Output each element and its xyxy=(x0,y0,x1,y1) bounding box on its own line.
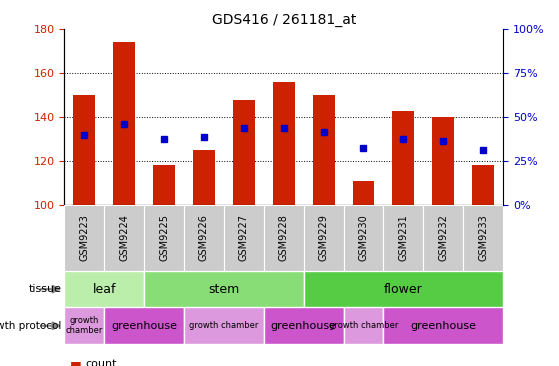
Text: GSM9233: GSM9233 xyxy=(478,214,488,261)
Bar xyxy=(73,95,95,205)
Bar xyxy=(64,307,104,344)
Bar xyxy=(304,205,344,271)
Text: stem: stem xyxy=(209,283,239,296)
Bar xyxy=(383,307,503,344)
Bar xyxy=(344,205,383,271)
Text: ■: ■ xyxy=(70,359,82,366)
Text: greenhouse: greenhouse xyxy=(410,321,476,331)
Bar xyxy=(304,271,503,307)
Bar xyxy=(463,205,503,271)
Bar xyxy=(64,271,144,307)
Text: leaf: leaf xyxy=(92,283,116,296)
Text: tissue: tissue xyxy=(29,284,61,294)
Bar xyxy=(193,150,215,205)
Bar xyxy=(472,165,494,205)
Text: GSM9226: GSM9226 xyxy=(199,214,209,261)
Text: GSM9231: GSM9231 xyxy=(399,214,409,261)
Text: growth
chamber: growth chamber xyxy=(65,316,103,336)
Text: GSM9228: GSM9228 xyxy=(279,214,288,261)
Bar xyxy=(353,181,375,205)
Text: GSM9225: GSM9225 xyxy=(159,214,169,261)
Bar xyxy=(64,205,104,271)
Text: GSM9229: GSM9229 xyxy=(319,214,329,261)
Text: GSM9223: GSM9223 xyxy=(79,214,89,261)
Title: GDS416 / 261181_at: GDS416 / 261181_at xyxy=(211,13,356,27)
Text: GSM9224: GSM9224 xyxy=(119,214,129,261)
Bar xyxy=(233,100,255,205)
Text: growth chamber: growth chamber xyxy=(189,321,259,330)
Bar xyxy=(383,205,423,271)
Text: GSM9227: GSM9227 xyxy=(239,214,249,261)
Bar xyxy=(184,307,264,344)
Bar xyxy=(312,95,334,205)
Bar xyxy=(144,271,304,307)
Bar xyxy=(392,111,414,205)
Text: growth chamber: growth chamber xyxy=(329,321,398,330)
Bar xyxy=(423,205,463,271)
Bar xyxy=(273,82,295,205)
Text: greenhouse: greenhouse xyxy=(271,321,337,331)
Bar xyxy=(224,205,264,271)
Text: GSM9230: GSM9230 xyxy=(358,214,368,261)
Bar xyxy=(153,165,175,205)
Bar xyxy=(264,205,304,271)
Bar xyxy=(104,307,184,344)
Text: growth protocol: growth protocol xyxy=(0,321,61,331)
Bar xyxy=(432,117,454,205)
Text: flower: flower xyxy=(384,283,423,296)
Bar xyxy=(264,307,344,344)
Bar xyxy=(184,205,224,271)
Bar xyxy=(104,205,144,271)
Bar xyxy=(113,42,135,205)
Text: GSM9232: GSM9232 xyxy=(438,214,448,261)
Text: count: count xyxy=(86,359,117,366)
Text: greenhouse: greenhouse xyxy=(111,321,177,331)
Bar xyxy=(344,307,383,344)
Bar xyxy=(144,205,184,271)
